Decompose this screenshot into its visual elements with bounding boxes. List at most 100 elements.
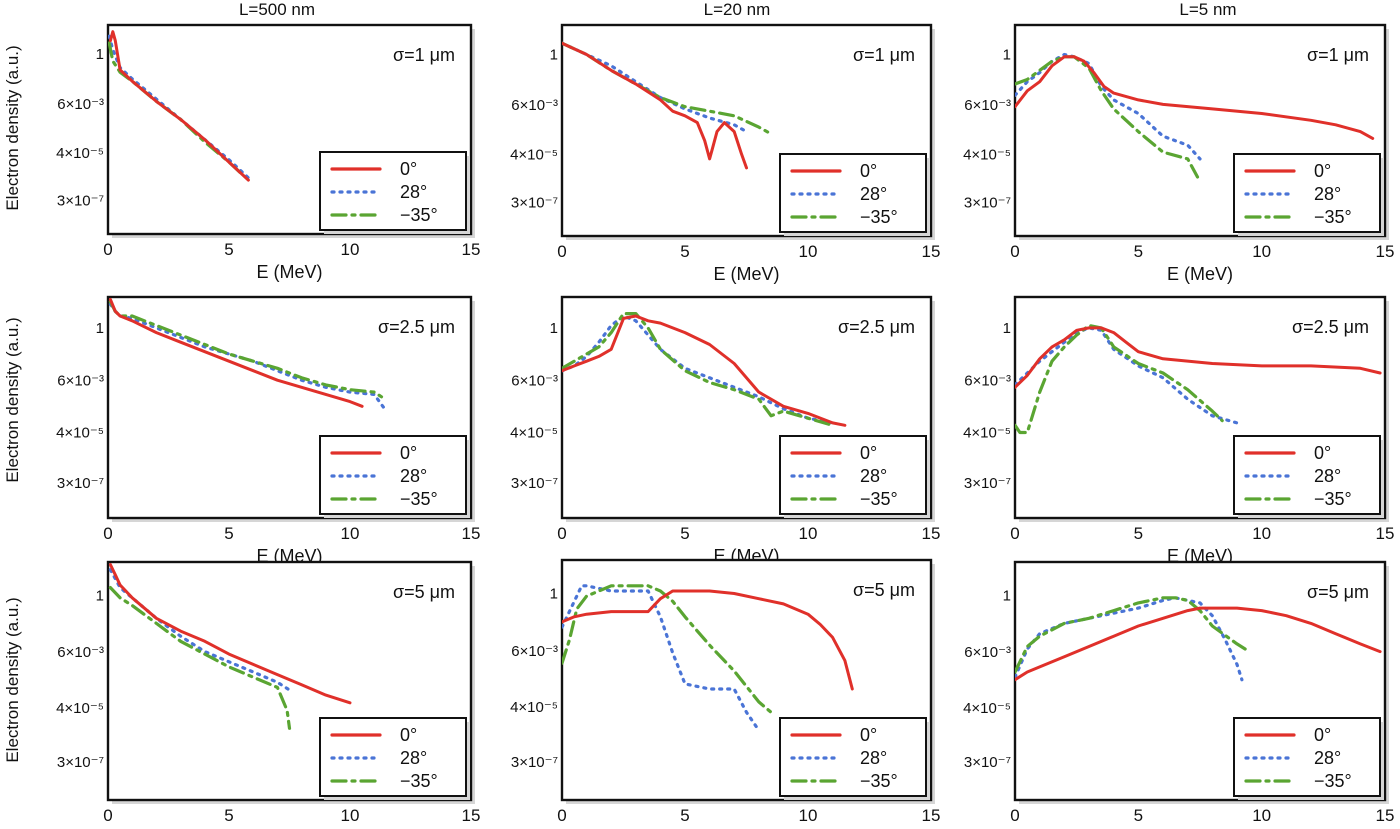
legend-label: 0° bbox=[400, 159, 417, 179]
legend-label: 0° bbox=[1314, 725, 1331, 745]
y-tick-label: 1 bbox=[1003, 587, 1011, 604]
legend-label: 28° bbox=[1314, 748, 1341, 768]
legend-label: 0° bbox=[860, 161, 877, 181]
legend-label: 28° bbox=[1314, 184, 1341, 204]
panel-r2c1: 0 5 10 15E (MeV)16×10⁻³4×10⁻⁵3×10⁻⁷σ=2.5 μm… bbox=[56, 295, 481, 566]
sigma-annotation: σ=1 μm bbox=[1307, 45, 1369, 65]
sigma-annotation: σ=1 μm bbox=[393, 45, 455, 65]
column-title-l5: L=5 nm bbox=[1179, 0, 1236, 19]
y-tick-label: 1 bbox=[550, 46, 558, 63]
series-line-28deg bbox=[562, 584, 761, 732]
legend-label: 28° bbox=[860, 466, 887, 486]
sigma-annotation: σ=2.5 μm bbox=[378, 317, 455, 337]
x-tick-label: 10 bbox=[799, 242, 818, 261]
x-axis-label: E (MeV) bbox=[1167, 264, 1233, 284]
series-line-0deg bbox=[108, 297, 364, 408]
x-tick-label: 15 bbox=[462, 524, 481, 543]
y-tick-label: 6×10⁻³ bbox=[511, 97, 558, 114]
x-tick-label: 0 bbox=[103, 806, 112, 825]
x-tick-label: 5 bbox=[680, 806, 689, 825]
x-tick-label: 15 bbox=[922, 524, 941, 543]
legend-box bbox=[1233, 153, 1381, 233]
y-tick-label: 4×10⁻⁵ bbox=[963, 146, 1011, 163]
series-line-28deg bbox=[108, 34, 253, 182]
x-axis-label: E (MeV) bbox=[713, 264, 779, 284]
legend-label: −35° bbox=[400, 205, 438, 225]
sigma-annotation: σ=5 μm bbox=[853, 580, 915, 600]
y-tick-label: 6×10⁻³ bbox=[964, 373, 1011, 390]
x-tick-label: 5 bbox=[1134, 242, 1143, 261]
legend-box bbox=[1233, 435, 1381, 515]
y-tick-label: 4×10⁻⁵ bbox=[963, 424, 1011, 441]
x-tick-label: 5 bbox=[1134, 806, 1143, 825]
series-line-0deg bbox=[108, 563, 352, 705]
x-tick-label: 10 bbox=[341, 806, 360, 825]
x-tick-label: 15 bbox=[922, 242, 941, 261]
series-line-0deg bbox=[1015, 606, 1382, 682]
x-tick-label: 10 bbox=[799, 806, 818, 825]
legend-box bbox=[319, 717, 467, 797]
y-tick-label: 6×10⁻³ bbox=[964, 644, 1011, 661]
series-line-0deg bbox=[1015, 326, 1382, 389]
row-ylabel-3: Electron density (a.u.) bbox=[3, 597, 22, 762]
x-tick-label: 0 bbox=[103, 524, 112, 543]
y-tick-label: 1 bbox=[96, 320, 104, 337]
y-tick-label: 4×10⁻⁵ bbox=[56, 145, 104, 162]
x-tick-label: 0 bbox=[1010, 242, 1019, 261]
x-tick-label: 10 bbox=[1252, 806, 1271, 825]
panel-r1c1: 0 5 10 15 E (MeV) 1 6×10⁻³ 4×10⁻⁵ 3×10⁻⁷ σ=1 μm 0°… bbox=[56, 23, 480, 282]
x-tick-label: 0 bbox=[557, 242, 566, 261]
y-tick-label: 4×10⁻⁵ bbox=[510, 146, 558, 163]
y-tick-label: 1 bbox=[1003, 320, 1011, 337]
legend-label: 0° bbox=[860, 443, 877, 463]
legend-label: 28° bbox=[400, 182, 427, 202]
y-tick-label: 4×10⁻⁵ bbox=[510, 699, 558, 716]
legend-box bbox=[1233, 717, 1381, 797]
y-tick-label: 6×10⁻³ bbox=[57, 644, 104, 661]
legend-label: −35° bbox=[860, 771, 898, 791]
legend-label: 28° bbox=[860, 184, 887, 204]
series-line-0deg bbox=[562, 41, 748, 170]
sigma-annotation: σ=5 μm bbox=[393, 582, 455, 602]
series-line-minus35deg bbox=[562, 584, 773, 714]
legend-label: −35° bbox=[860, 207, 898, 227]
x-tick-label: 10 bbox=[341, 240, 360, 259]
x-tick-label: 10 bbox=[1252, 242, 1271, 261]
legend-label: −35° bbox=[1314, 771, 1352, 791]
sigma-annotation: σ=2.5 μm bbox=[1292, 317, 1369, 337]
legend-box bbox=[319, 151, 467, 231]
x-axis-label: E (MeV) bbox=[256, 262, 322, 282]
panel-r1c2: 0 5 10 15 E (MeV) 1 6×10⁻³ 4×10⁻⁵ 3×10⁻⁷ σ=1 μm 0°… bbox=[510, 23, 941, 284]
legend-label: −35° bbox=[860, 489, 898, 509]
y-tick-label: 1 bbox=[96, 587, 104, 604]
x-tick-label: 10 bbox=[1252, 524, 1271, 543]
legend-label: 28° bbox=[1314, 466, 1341, 486]
x-tick-label: 15 bbox=[462, 806, 481, 825]
x-tick-label: 0 bbox=[557, 806, 566, 825]
legend-label: −35° bbox=[1314, 207, 1352, 227]
x-tick-label: 0 bbox=[1010, 524, 1019, 543]
legend-box bbox=[779, 717, 927, 797]
legend-label: −35° bbox=[400, 771, 438, 791]
legend-label: 0° bbox=[1314, 161, 1331, 181]
y-tick-label: 3×10⁻⁷ bbox=[57, 754, 104, 771]
y-tick-label: 1 bbox=[96, 46, 104, 63]
legend-box bbox=[319, 435, 467, 515]
y-tick-label: 6×10⁻³ bbox=[57, 96, 104, 113]
series-line-28deg bbox=[108, 568, 292, 692]
y-tick-label: 1 bbox=[550, 320, 558, 337]
y-tick-label: 3×10⁻⁷ bbox=[511, 475, 558, 492]
legend-label: 0° bbox=[400, 443, 417, 463]
y-tick-label: 6×10⁻³ bbox=[511, 643, 558, 660]
series-line-28deg bbox=[562, 314, 835, 425]
x-tick-label: 5 bbox=[224, 806, 233, 825]
x-tick-label: 0 bbox=[103, 240, 112, 259]
legend-label: 28° bbox=[400, 466, 427, 486]
series-line-minus35deg bbox=[1015, 596, 1251, 674]
x-tick-label: 15 bbox=[1376, 242, 1395, 261]
legend-label: −35° bbox=[1314, 489, 1352, 509]
y-tick-label: 4×10⁻⁵ bbox=[56, 424, 104, 441]
